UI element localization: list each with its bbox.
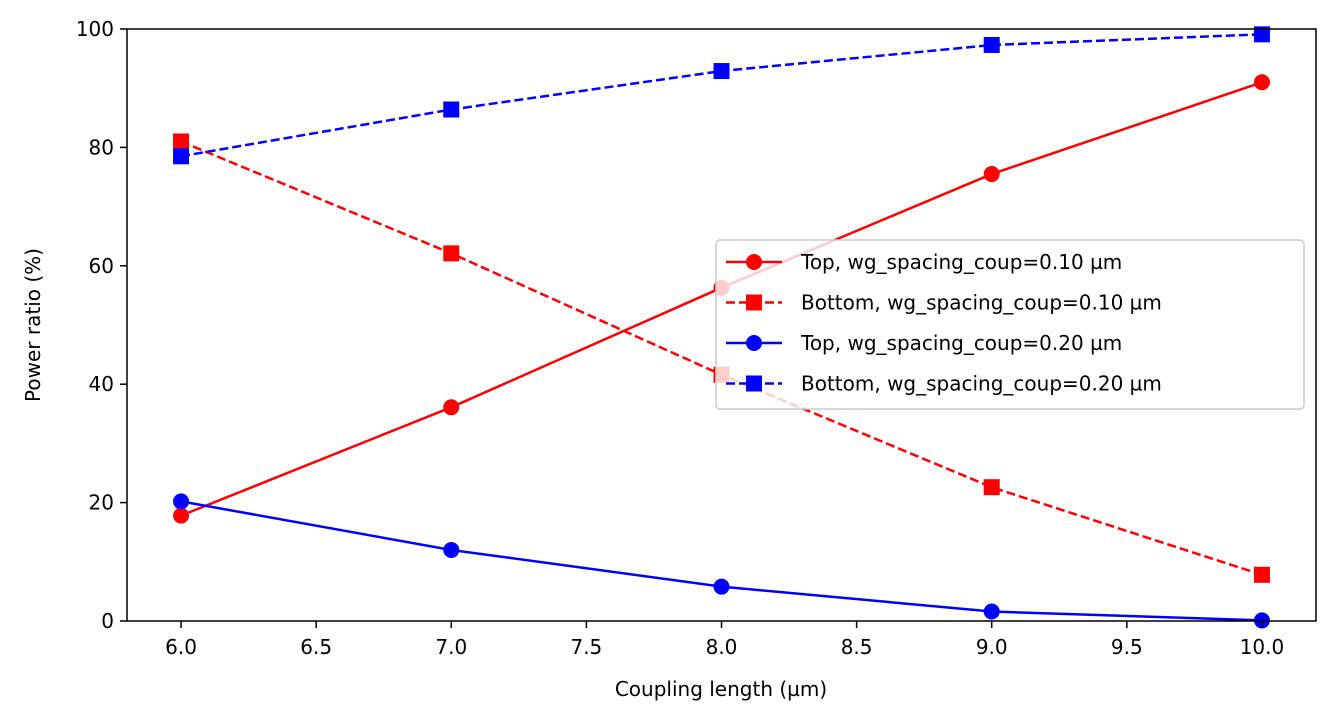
y-tick-label: 20: [89, 491, 114, 515]
data-point: [1253, 26, 1270, 43]
y-tick-label: 80: [89, 135, 114, 159]
legend-label: Top, wg_spacing_coup=0.10 µm: [800, 250, 1122, 274]
series-line: [180, 500, 1262, 622]
legend-label: Bottom, wg_spacing_coup=0.10 µm: [801, 291, 1162, 315]
legend-marker: [746, 375, 762, 392]
x-tick-label: 9.5: [1111, 635, 1143, 659]
x-tick-label: 10.0: [1240, 635, 1285, 659]
legend-label: Bottom, wg_spacing_coup=0.20 µm: [801, 372, 1162, 396]
x-tick-label: 6.5: [300, 635, 332, 659]
data-point: [983, 603, 1000, 620]
y-tick-label: 0: [101, 609, 114, 633]
y-tick-label: 100: [76, 17, 114, 41]
legend-item: Top, wg_spacing_coup=0.10 µm: [726, 250, 1122, 274]
y-axis-label: Power ratio (%): [21, 248, 45, 402]
y-tick-label: 40: [89, 372, 114, 396]
x-tick-label: 7.5: [570, 635, 602, 659]
series-2: [173, 493, 1270, 629]
x-tick-label: 8.0: [706, 635, 738, 659]
data-point: [443, 399, 460, 416]
x-tick-label: 6.0: [165, 635, 197, 659]
legend-box: [715, 239, 1305, 410]
data-point: [443, 541, 460, 558]
legend-marker: [746, 254, 762, 270]
x-axis-label: Coupling length (µm): [615, 677, 827, 701]
data-point: [173, 148, 190, 165]
data-point: [1253, 74, 1270, 91]
x-tick-label: 8.5: [841, 635, 873, 659]
y-axis: 0 20 40 60 80 100: [76, 17, 127, 633]
legend-marker: [746, 294, 762, 311]
data-point: [173, 133, 190, 150]
data-point: [713, 578, 730, 595]
data-point: [443, 101, 460, 118]
series-3: [173, 26, 1270, 165]
x-axis: 6.0 6.5 7.0 7.5 8.0 8.5 9.0 9.5 10.0: [165, 621, 1284, 659]
legend-item: Bottom, wg_spacing_coup=0.20 µm: [726, 372, 1162, 396]
data-point: [713, 63, 730, 80]
x-tick-label: 9.0: [976, 635, 1008, 659]
legend: Top, wg_spacing_coup=0.10 µm Bottom, wg_s…: [715, 239, 1305, 410]
data-point: [443, 245, 460, 262]
y-tick-label: 60: [89, 254, 114, 278]
data-point: [983, 479, 1000, 496]
legend-marker: [746, 335, 762, 351]
data-point: [983, 166, 1000, 183]
data-point: [173, 507, 190, 524]
legend-label: Top, wg_spacing_coup=0.20 µm: [800, 331, 1122, 355]
x-tick-label: 7.0: [435, 635, 467, 659]
data-point: [983, 36, 1000, 53]
legend-item: Bottom, wg_spacing_coup=0.10 µm: [726, 291, 1162, 315]
legend-item: Top, wg_spacing_coup=0.20 µm: [726, 331, 1122, 355]
data-point: [173, 493, 190, 510]
data-point: [1253, 566, 1270, 583]
